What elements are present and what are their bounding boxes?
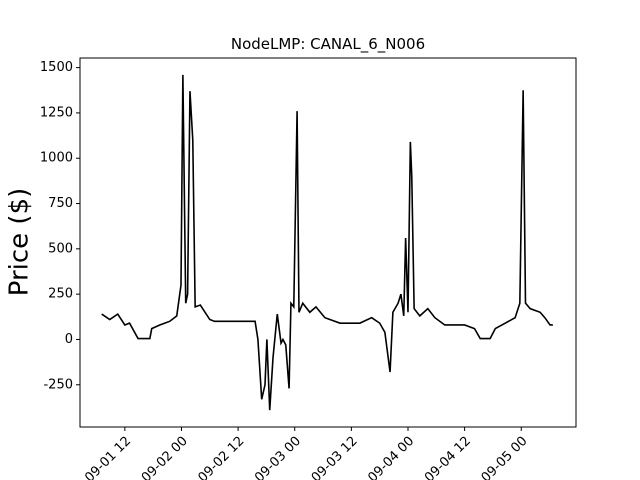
- x-tick-label: 09-04 00: [365, 434, 417, 480]
- x-tick-label: 09-04 12: [422, 434, 474, 480]
- y-tick-label: 0: [65, 332, 73, 347]
- price-line: [101, 74, 553, 411]
- y-tick-label: 500: [48, 241, 73, 256]
- x-tick-label: 09-05 00: [479, 434, 531, 480]
- plot-frame: [79, 57, 577, 428]
- y-tick-label: 1250: [40, 105, 73, 120]
- y-axis-label: Price ($): [5, 188, 35, 297]
- x-tick-label: 09-02 12: [195, 434, 247, 480]
- y-tick-label: 250: [48, 287, 73, 302]
- chart-title: NodeLMP: CANAL_6_N006: [231, 35, 425, 54]
- y-tick-label: 1000: [40, 151, 73, 166]
- y-tick-label: 750: [48, 196, 73, 211]
- x-tick-label: 09-03 00: [252, 434, 304, 480]
- y-tick-label: -250: [43, 377, 73, 392]
- x-tick-label: 09-02 00: [139, 434, 191, 480]
- x-tick-label: 09-01 12: [82, 434, 134, 480]
- y-tick-label: 1500: [40, 60, 73, 75]
- x-tick-label: 09-03 12: [309, 434, 361, 480]
